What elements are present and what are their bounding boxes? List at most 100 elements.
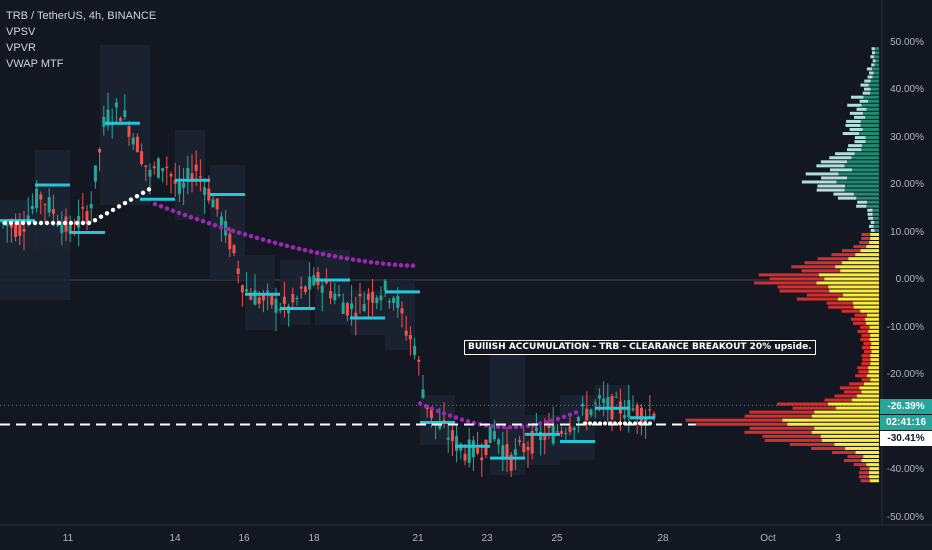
- symbol-title[interactable]: TRB / TetherUS, 4h, BINANCE: [6, 10, 157, 22]
- volume-bar: [866, 67, 873, 71]
- volume-bar: [873, 224, 879, 228]
- volume-bar: [854, 115, 866, 119]
- vwap-dot: [423, 403, 429, 409]
- vwap-dot: [104, 211, 110, 216]
- volume-bar: [861, 354, 871, 358]
- vwap-dot: [224, 226, 230, 232]
- volume-bar: [866, 321, 879, 325]
- volume-bar: [872, 212, 879, 216]
- vwap-dot: [465, 419, 471, 424]
- vwap-dot: [314, 250, 320, 256]
- volume-bar: [811, 430, 879, 434]
- volume-bar: [862, 128, 879, 131]
- volume-bar: [873, 71, 879, 75]
- volume-bar: [866, 463, 879, 467]
- vwap-dot: [332, 254, 338, 259]
- volume-bar: [872, 75, 879, 79]
- vwap-dot: [489, 424, 495, 429]
- volume-bar: [870, 358, 879, 362]
- volume-bar: [870, 91, 879, 95]
- volume-bar: [862, 111, 879, 115]
- vwap-dot: [362, 259, 368, 264]
- volume-bar: [860, 123, 879, 127]
- volume-bar: [870, 333, 879, 337]
- volume-bar: [868, 216, 874, 220]
- volume-bar: [816, 164, 845, 168]
- volume-bar: [853, 321, 867, 325]
- volume-bar: [868, 370, 879, 374]
- volume-bar: [861, 378, 871, 382]
- volume-bar: [862, 91, 871, 95]
- candle-body: [186, 168, 190, 179]
- x-tick: 14: [169, 533, 181, 544]
- vwap-dot: [218, 224, 224, 230]
- vwap-dot: [230, 228, 236, 234]
- vwap-dot: [140, 190, 146, 195]
- candle-body: [249, 295, 253, 300]
- chart-annotation[interactable]: BUllISH ACCUMULATION - TRB - CLEARANCE B…: [464, 340, 816, 355]
- volume-bar: [870, 232, 879, 236]
- candle-body: [635, 405, 639, 419]
- indicator-vpvr[interactable]: VPVR: [6, 42, 36, 54]
- candle-body: [68, 224, 72, 234]
- y-tick: 10.00%: [890, 227, 924, 238]
- volume-bar: [861, 232, 871, 236]
- candle-body: [543, 433, 547, 441]
- vwap-dot: [392, 262, 398, 268]
- candle-body: [18, 223, 22, 236]
- indicator-vwap-mtf[interactable]: VWAP MTF: [6, 58, 64, 70]
- vwap-dot: [561, 414, 567, 420]
- candle-body: [379, 295, 383, 301]
- session-box: [35, 150, 70, 250]
- volume-bar: [864, 317, 879, 321]
- volume-bar: [847, 455, 864, 459]
- vwap-dot: [248, 233, 254, 239]
- volume-bar: [851, 156, 879, 160]
- indicator-vpsv[interactable]: VPSV: [6, 26, 36, 38]
- candle-body: [308, 276, 312, 290]
- candle-body: [350, 303, 354, 310]
- candle-body: [345, 303, 349, 316]
- volume-bar: [835, 406, 879, 410]
- volume-bar: [855, 451, 879, 454]
- last-change-tag: -26.39%: [880, 399, 932, 414]
- candle-body: [89, 204, 93, 209]
- volume-bar: [860, 83, 869, 87]
- vwap-dot: [290, 245, 296, 250]
- volume-bar: [844, 188, 879, 192]
- volume-bar: [801, 180, 837, 184]
- vwap-dot: [495, 424, 501, 430]
- session-box: [315, 250, 350, 325]
- x-tick: 11: [62, 533, 74, 544]
- session-box: [420, 395, 455, 445]
- vwap-dot: [20, 220, 26, 226]
- candle-body: [652, 413, 656, 418]
- volume-bar: [868, 329, 879, 333]
- volume-bar: [841, 309, 861, 313]
- vwap-dot: [602, 421, 608, 426]
- session-box: [525, 415, 560, 465]
- volume-bar: [817, 184, 846, 188]
- candle-body: [60, 224, 64, 233]
- vwap-dot: [56, 220, 62, 226]
- candle-body: [497, 439, 501, 445]
- vwap-dot: [398, 262, 404, 268]
- vwap-dot: [386, 261, 392, 267]
- vwap-dot: [74, 220, 80, 226]
- candle-body: [190, 173, 194, 182]
- session-box: [245, 255, 275, 330]
- vwap-dot: [254, 235, 260, 241]
- candle-body: [81, 207, 85, 209]
- candle-body: [337, 294, 341, 296]
- candle-body: [606, 397, 610, 409]
- volume-bar: [872, 59, 876, 63]
- volume-bar: [860, 249, 879, 253]
- candle-body: [177, 182, 181, 195]
- volume-bar: [874, 228, 879, 232]
- volume-bar: [758, 273, 819, 277]
- volume-bar: [821, 176, 848, 180]
- candle-body: [295, 298, 299, 300]
- candle-body: [354, 312, 358, 317]
- vwap-dot: [284, 243, 290, 249]
